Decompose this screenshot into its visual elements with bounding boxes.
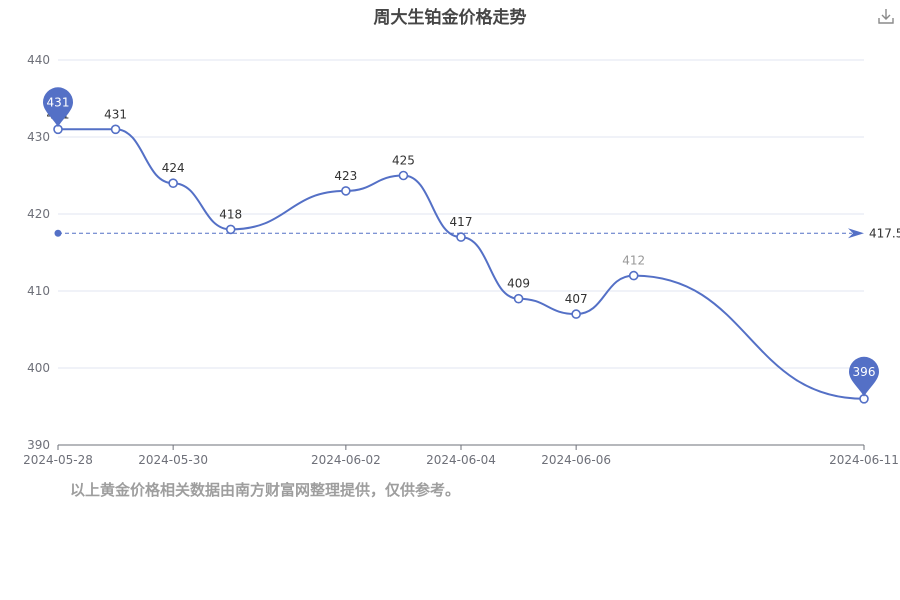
y-tick-label: 400 [27,361,50,375]
data-label: 417 [450,215,473,229]
footnote: 以上黄金价格相关数据由南方财富网整理提供，仅供参考。 [70,481,461,499]
grid-lines [58,59,864,369]
series-group [53,124,869,404]
data-point [456,232,466,242]
x-tick-label: 2024-06-06 [541,453,611,467]
x-tick-label: 2024-06-04 [426,453,496,467]
x-tick-label: 2024-05-28 [23,453,93,467]
data-label: 409 [507,277,530,291]
data-point [398,170,409,181]
y-tick-label: 430 [27,130,50,144]
data-label: 431 [104,107,127,121]
data-point [225,224,236,235]
average-line-label: 417.5 [869,226,900,240]
y-tick-label: 410 [27,284,50,298]
max-pin-shape [43,87,73,128]
data-point [628,270,639,281]
pin-markers: 431 396 [43,87,879,397]
x-tick-label: 2024-06-02 [311,453,381,467]
chart-title: 周大生铂金价格走势 [373,8,527,28]
min-pin-shape [849,356,879,397]
max-pin: 431 [43,87,73,128]
x-tick-label: 2024-06-11 [829,453,899,467]
data-point [341,186,351,196]
data-labels: 431431424418423425417409407412 [47,107,646,306]
data-label: 418 [219,207,242,221]
data-label: 412 [622,254,645,268]
min-pin: 396 [849,356,879,397]
axes: 390 400 410 420 430 440 2024-05-28 2024-05-30 20… [23,53,899,467]
download-icon[interactable] [876,6,896,26]
data-point [571,309,581,319]
max-pin-label: 431 [47,95,70,109]
data-label: 423 [334,169,357,183]
data-point [168,178,178,188]
data-label: 425 [392,154,415,168]
data-label: 424 [162,161,185,175]
data-label: 407 [565,292,588,306]
y-tick-label: 390 [27,438,50,452]
data-point [110,124,121,135]
y-tick-label: 420 [27,207,50,221]
y-tick-label: 440 [27,53,50,67]
average-line-arrow [848,228,864,239]
data-point [513,293,524,304]
x-tick-label: 2024-05-30 [138,453,208,467]
min-pin-label: 396 [853,365,876,379]
average-line-group: 417.5 [54,226,900,240]
